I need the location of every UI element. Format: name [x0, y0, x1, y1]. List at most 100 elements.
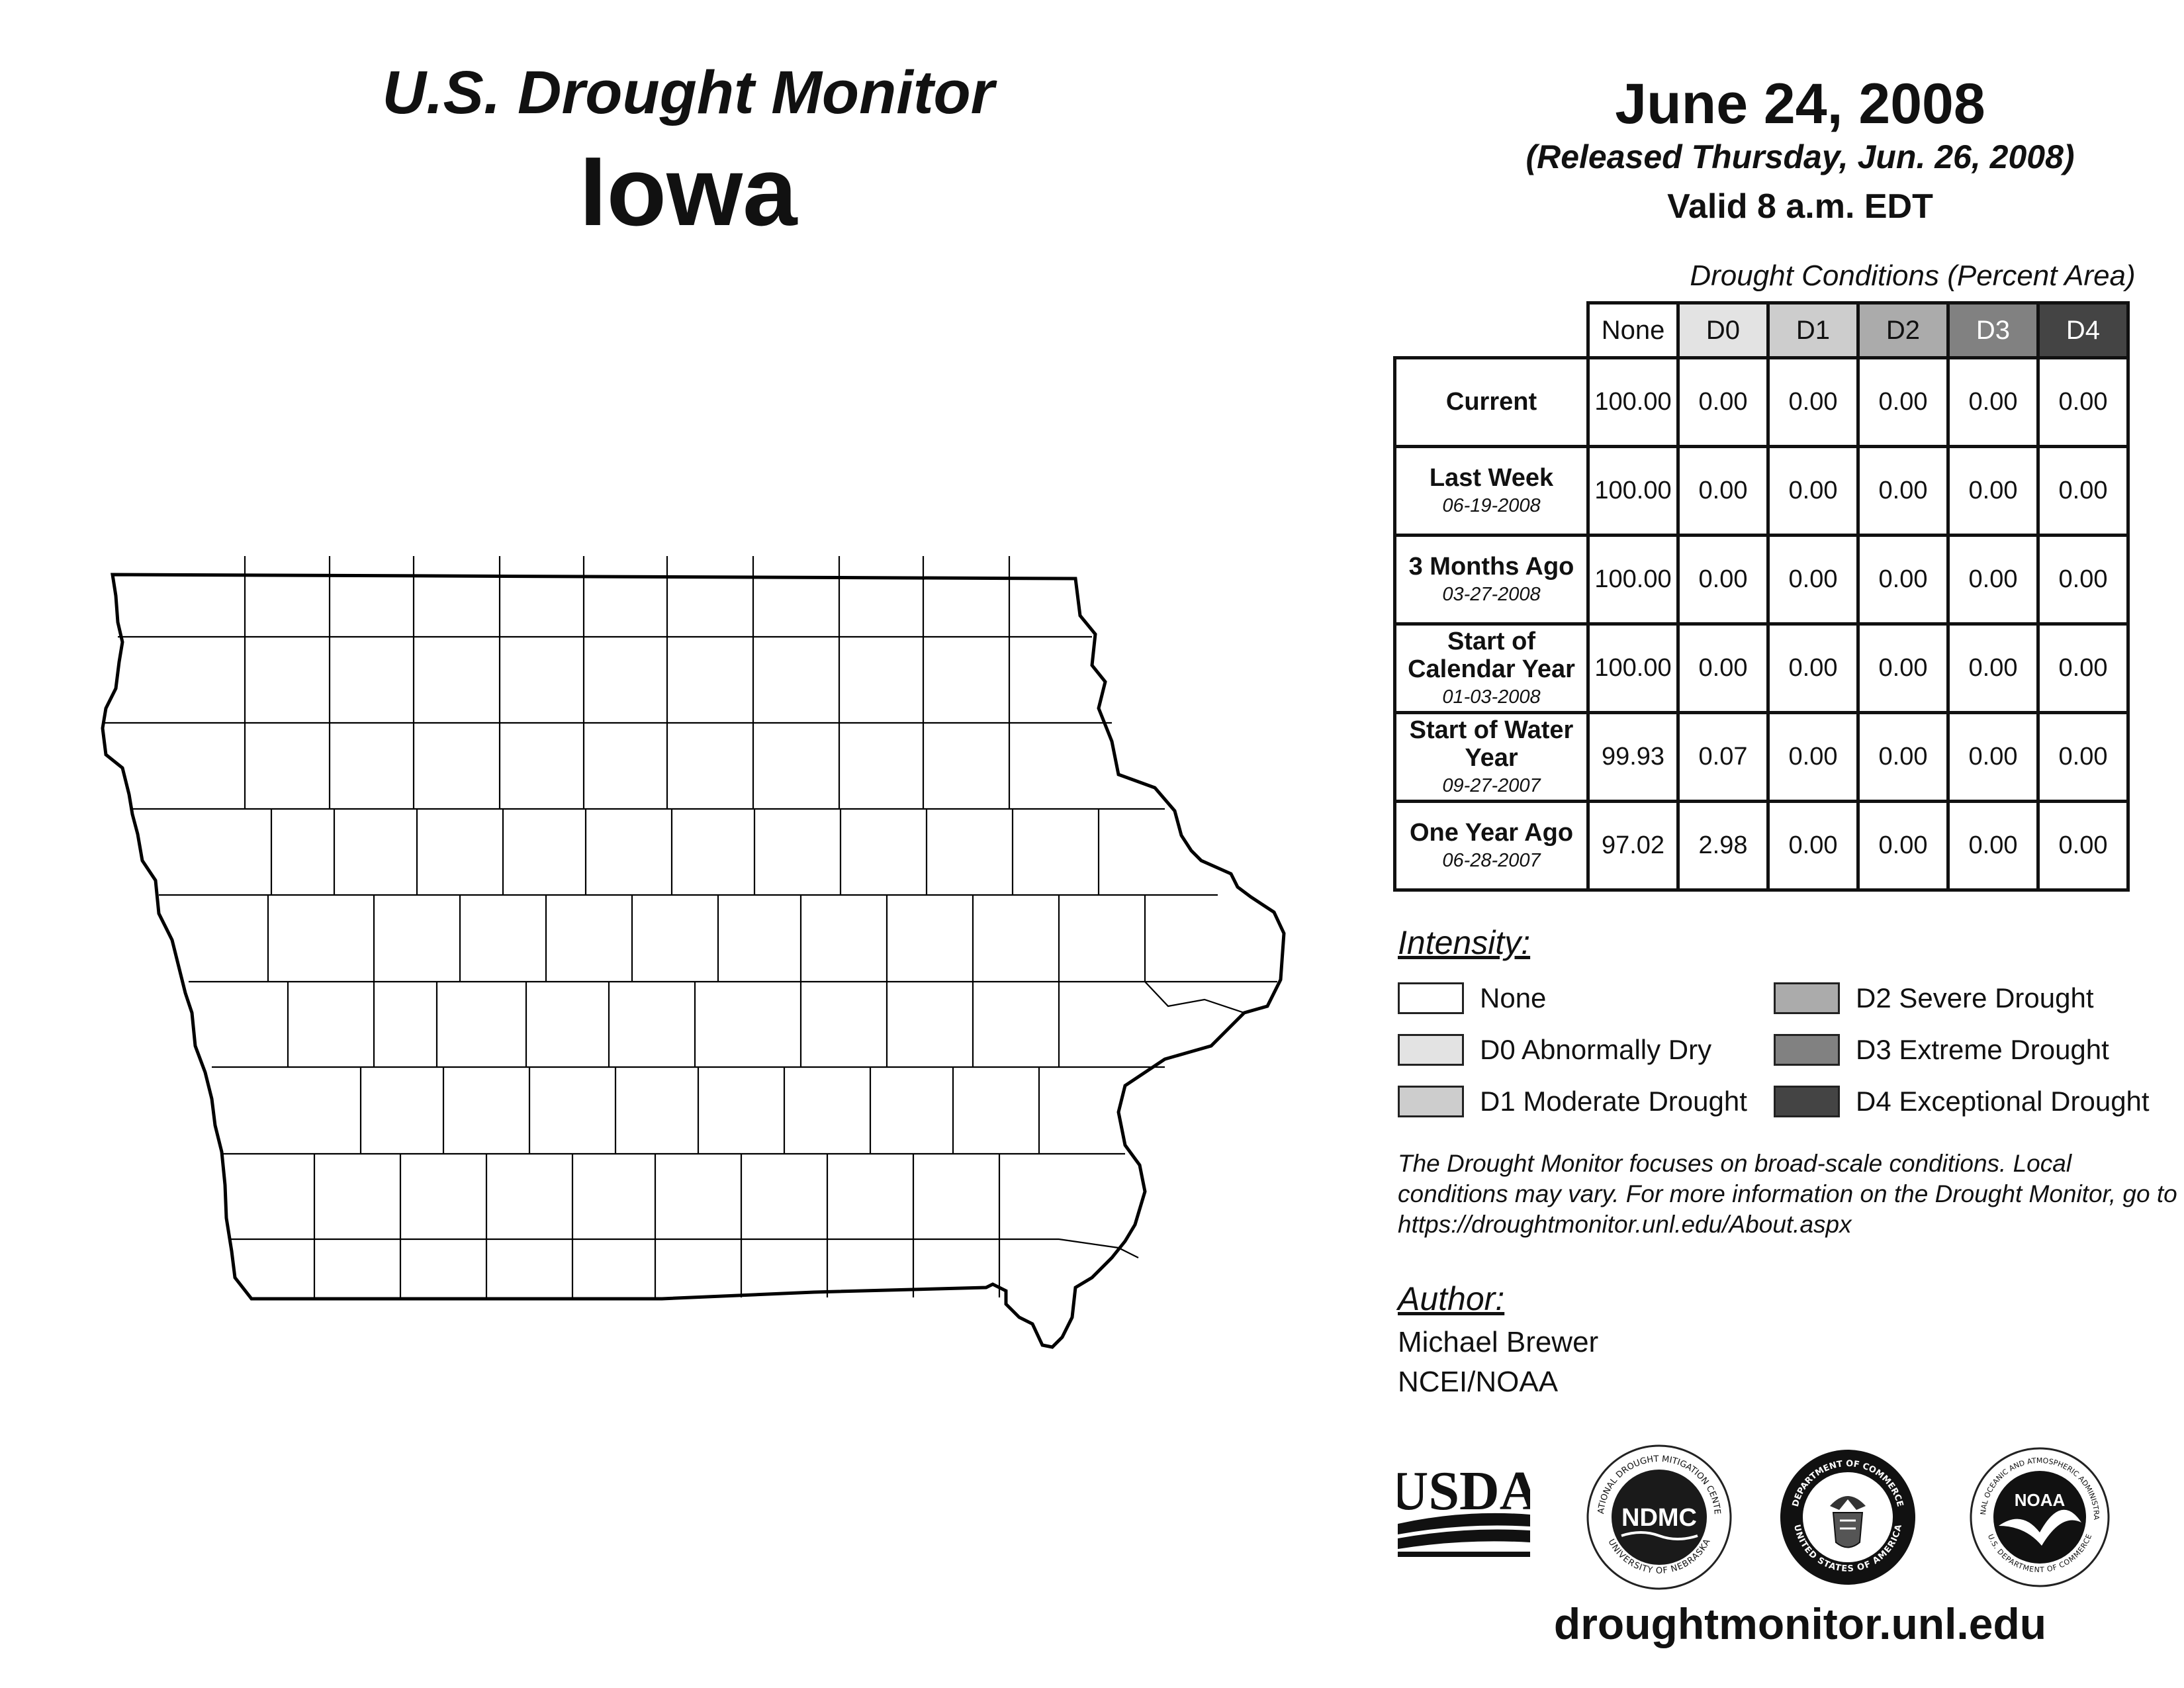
col-header-d1: D1	[1766, 301, 1860, 359]
cell-d4: 0.00	[2036, 534, 2130, 626]
cell-none: 100.00	[1586, 445, 1680, 537]
cell-d2: 0.00	[1856, 534, 1950, 626]
cell-d0: 0.00	[1676, 445, 1770, 537]
cell-d4: 0.00	[2036, 356, 2130, 448]
legend-label: D0 Abnormally Dry	[1480, 1034, 1712, 1065]
legend-swatch	[1774, 1086, 1840, 1117]
cell-none: 99.93	[1586, 711, 1680, 803]
commerce-seal-logo: DEPARTMENT OF COMMERCE UNITED STATES OF …	[1780, 1450, 1915, 1585]
disclaimer-note: The Drought Monitor focuses on broad-sca…	[1398, 1150, 2177, 1238]
noaa-logo: NATIONAL OCEANIC AND ATMOSPHERIC ADMINIS…	[1969, 1446, 2110, 1587]
cell-d2: 0.00	[1856, 356, 1950, 448]
row-date: 06-28-2007	[1442, 850, 1541, 872]
cell-d1: 0.00	[1766, 800, 1860, 892]
row-label: Start of Calendar Year 01-03-2008	[1393, 622, 1590, 714]
col-header-d4: D4	[2036, 301, 2130, 359]
cell-d0: 0.00	[1676, 534, 1770, 626]
row-date: 03-27-2008	[1442, 584, 1541, 606]
author-org: NCEI/NOAA	[1398, 1366, 1559, 1398]
legend-item-d2: D2 Severe Drought	[1774, 981, 2094, 1015]
table-corner-cell	[1394, 303, 1588, 359]
table-row-start-calendar-year: Start of Calendar Year 01-03-2008 100.00 …	[1393, 622, 2130, 714]
cell-d4: 0.00	[2036, 711, 2130, 803]
cell-d0: 0.07	[1676, 711, 1770, 803]
intensity-heading: Intensity:	[1398, 924, 1531, 961]
col-header-none: None	[1586, 301, 1680, 359]
table-row-last-week: Last Week 06-19-2008 100.00 0.00 0.00 0.0…	[1393, 445, 2130, 537]
cell-d2: 0.00	[1856, 800, 1950, 892]
row-label: Last Week 06-19-2008	[1393, 445, 1590, 537]
legend-swatch	[1398, 982, 1464, 1014]
author-heading: Author:	[1398, 1280, 1505, 1317]
valid-time: Valid 8 a.m. EDT	[1667, 187, 1933, 226]
legend-swatch	[1398, 1086, 1464, 1117]
table-header-row: None D0 D1 D2 D3 D4	[1394, 301, 2130, 359]
legend-item-d0: D0 Abnormally Dry	[1398, 1033, 1711, 1067]
drought-conditions-table: None D0 D1 D2 D3 D4 Current 100.00 0.00 …	[1393, 301, 2130, 892]
legend-swatch	[1398, 1034, 1464, 1066]
cell-d0: 0.00	[1676, 356, 1770, 448]
cell-d3: 0.00	[1946, 534, 2040, 626]
cell-d1: 0.00	[1766, 356, 1860, 448]
usda-logo: USDA	[1398, 1463, 1530, 1557]
usda-logo-text: USDA	[1398, 1463, 1530, 1522]
legend-label: D1 Moderate Drought	[1480, 1086, 1747, 1117]
cell-d2: 0.00	[1856, 622, 1950, 714]
county-boundaries	[103, 556, 1277, 1297]
col-header-d2: D2	[1856, 301, 1950, 359]
table-row-3-months-ago: 3 Months Ago 03-27-2008 100.00 0.00 0.00 …	[1393, 534, 2130, 626]
col-header-d0: D0	[1676, 301, 1770, 359]
ndmc-logo: NATIONAL DROUGHT MITIGATION CENTER UNIVE…	[1585, 1443, 1732, 1590]
cell-d3: 0.00	[1946, 622, 2040, 714]
row-date: 06-19-2008	[1442, 495, 1541, 517]
release-date: (Released Thursday, Jun. 26, 2008)	[1525, 138, 2075, 175]
table-row-start-water-year: Start of Water Year 09-27-2007 99.93 0.07…	[1393, 711, 2130, 803]
cell-none: 97.02	[1586, 800, 1680, 892]
ndmc-logo-text: NDMC	[1621, 1504, 1697, 1532]
row-date: 01-03-2008	[1442, 686, 1541, 708]
legend-swatch	[1774, 982, 1840, 1014]
author-name: Michael Brewer	[1398, 1326, 1599, 1358]
cell-d4: 0.00	[2036, 800, 2130, 892]
cell-d3: 0.00	[1946, 711, 2040, 803]
row-label: Start of Water Year 09-27-2007	[1393, 711, 1590, 803]
legend-item-none: None	[1398, 981, 1546, 1015]
cell-d1: 0.00	[1766, 534, 1860, 626]
cell-d3: 0.00	[1946, 356, 2040, 448]
legend-label: None	[1480, 982, 1547, 1013]
table-row-one-year-ago: One Year Ago 06-28-2007 97.02 2.98 0.00 0…	[1393, 800, 2130, 892]
cell-d2: 0.00	[1856, 711, 1950, 803]
col-header-d3: D3	[1946, 301, 2040, 359]
iowa-county-map	[101, 556, 1286, 1349]
iowa-outline	[101, 573, 1286, 1349]
cell-d2: 0.00	[1856, 445, 1950, 537]
cell-d1: 0.00	[1766, 445, 1860, 537]
state-title: Iowa	[579, 137, 797, 246]
cell-none: 100.00	[1586, 622, 1680, 714]
legend-label: D3 Extreme Drought	[1856, 1034, 2109, 1065]
map-date: June 24, 2008	[1615, 72, 1985, 136]
cell-d1: 0.00	[1766, 622, 1860, 714]
cell-none: 100.00	[1586, 534, 1680, 626]
legend-item-d1: D1 Moderate Drought	[1398, 1084, 1747, 1119]
legend-label: D4 Exceptional Drought	[1856, 1086, 2150, 1117]
row-date: 09-27-2007	[1442, 775, 1541, 797]
cell-d0: 0.00	[1676, 622, 1770, 714]
legend-label: D2 Severe Drought	[1856, 982, 2094, 1013]
cell-d1: 0.00	[1766, 711, 1860, 803]
legend-swatch	[1774, 1034, 1840, 1066]
row-label: One Year Ago 06-28-2007	[1393, 800, 1590, 892]
table-row-current: Current 100.00 0.00 0.00 0.00 0.00 0.00	[1393, 356, 2130, 448]
cell-d4: 0.00	[2036, 445, 2130, 537]
noaa-logo-text: NOAA	[2015, 1490, 2066, 1510]
map-title: U.S. Drought Monitor	[382, 59, 995, 126]
legend-item-d4: D4 Exceptional Drought	[1774, 1084, 2150, 1119]
website-link[interactable]: droughtmonitor.unl.edu	[1553, 1599, 2047, 1648]
row-label: Current	[1393, 356, 1590, 448]
cell-d3: 0.00	[1946, 445, 2040, 537]
table-caption: Drought Conditions (Percent Area)	[1690, 259, 2136, 292]
cell-d3: 0.00	[1946, 800, 2040, 892]
cell-d0: 2.98	[1676, 800, 1770, 892]
row-label: 3 Months Ago 03-27-2008	[1393, 534, 1590, 626]
cell-d4: 0.00	[2036, 622, 2130, 714]
